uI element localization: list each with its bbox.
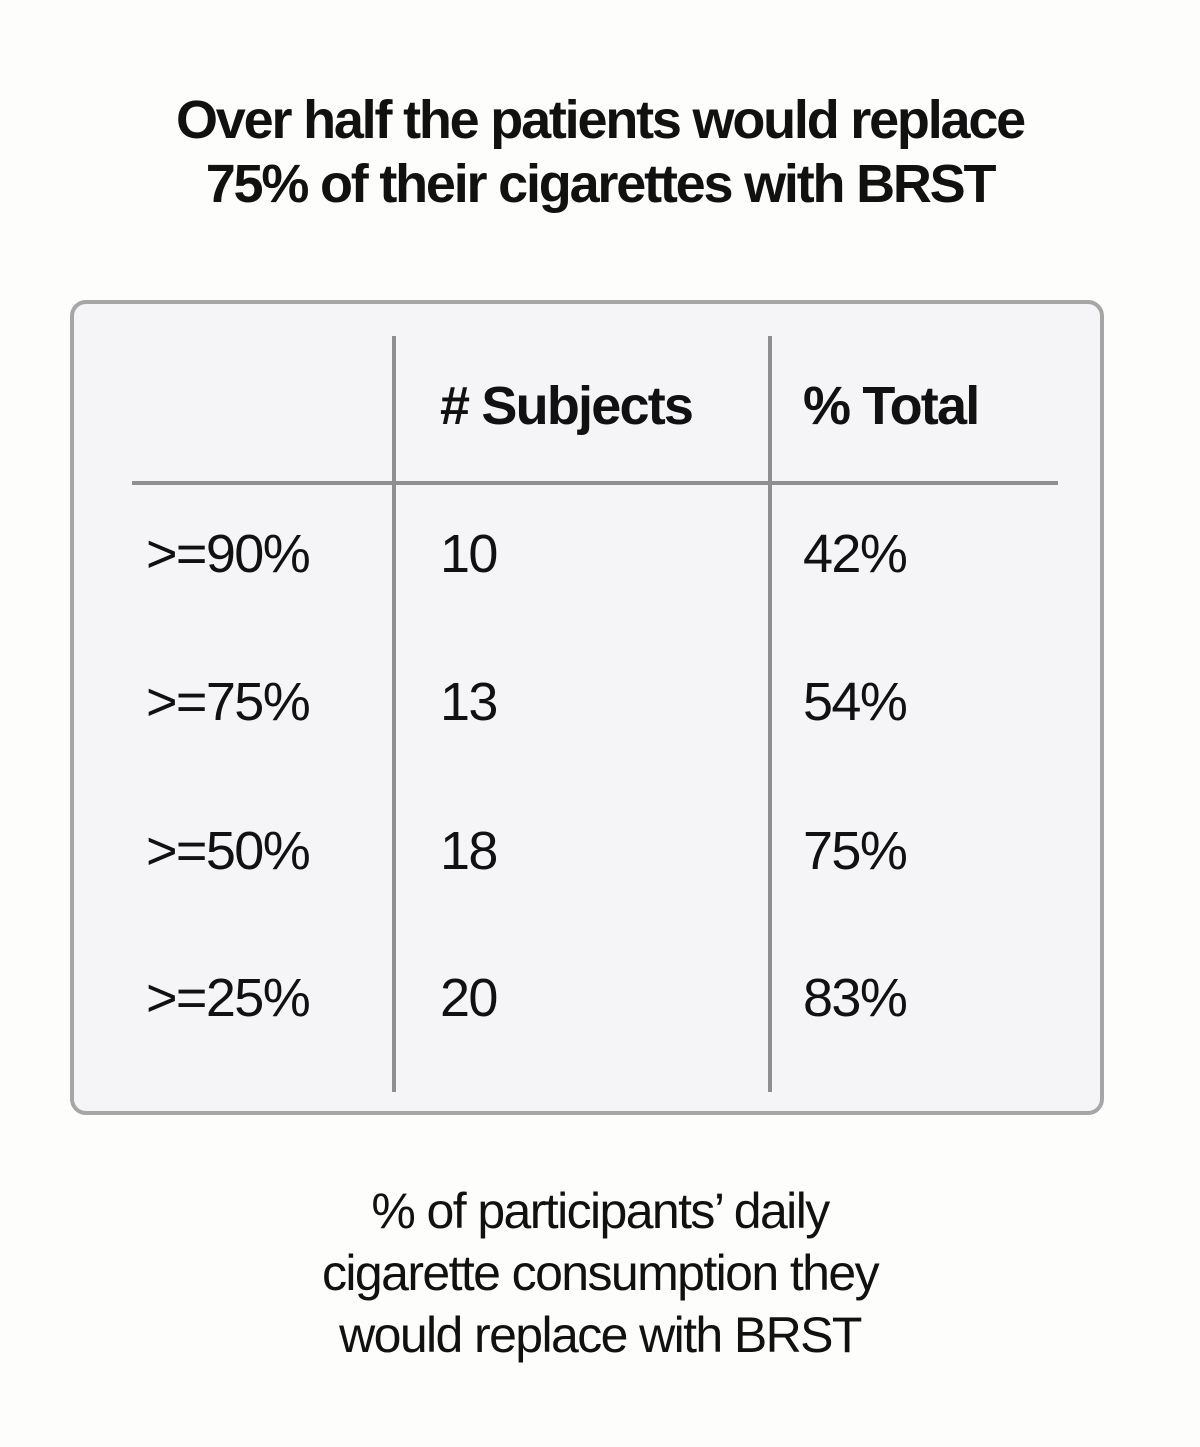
header-divider [132,481,1058,485]
data-table: # Subjects % Total >=90% 10 42% >=75% 13… [70,300,1104,1115]
subjects-cell: 13 [440,672,498,732]
caption-line-2: cigarette consumption they [322,1245,880,1301]
total-cell: 54% [803,672,908,732]
caption-line-1: % of participants’ daily [371,1183,830,1239]
row-label: >=50% [146,821,311,881]
column-header-subjects: # Subjects [440,376,694,436]
subjects-cell: 18 [440,821,498,881]
table-caption: % of participants’ daily cigarette consu… [0,1180,1200,1366]
column-header-total: % Total [803,376,980,436]
column-divider-2 [768,336,772,1092]
caption-line-3: would replace with BRST [339,1307,862,1363]
chart-title-line-1: Over half the patients would replace [175,90,1026,150]
row-label: >=90% [146,524,311,584]
column-divider-1 [392,336,396,1092]
chart-title: Over half the patients would replace 75%… [0,88,1200,216]
row-label: >=75% [146,672,311,732]
total-cell: 83% [803,968,908,1028]
row-label: >=25% [146,968,311,1028]
total-cell: 42% [803,524,908,584]
subjects-cell: 10 [440,524,498,584]
chart-title-line-2: 75% of their cigarettes with BRST [205,154,997,214]
total-cell: 75% [803,821,908,881]
subjects-cell: 20 [440,968,498,1028]
